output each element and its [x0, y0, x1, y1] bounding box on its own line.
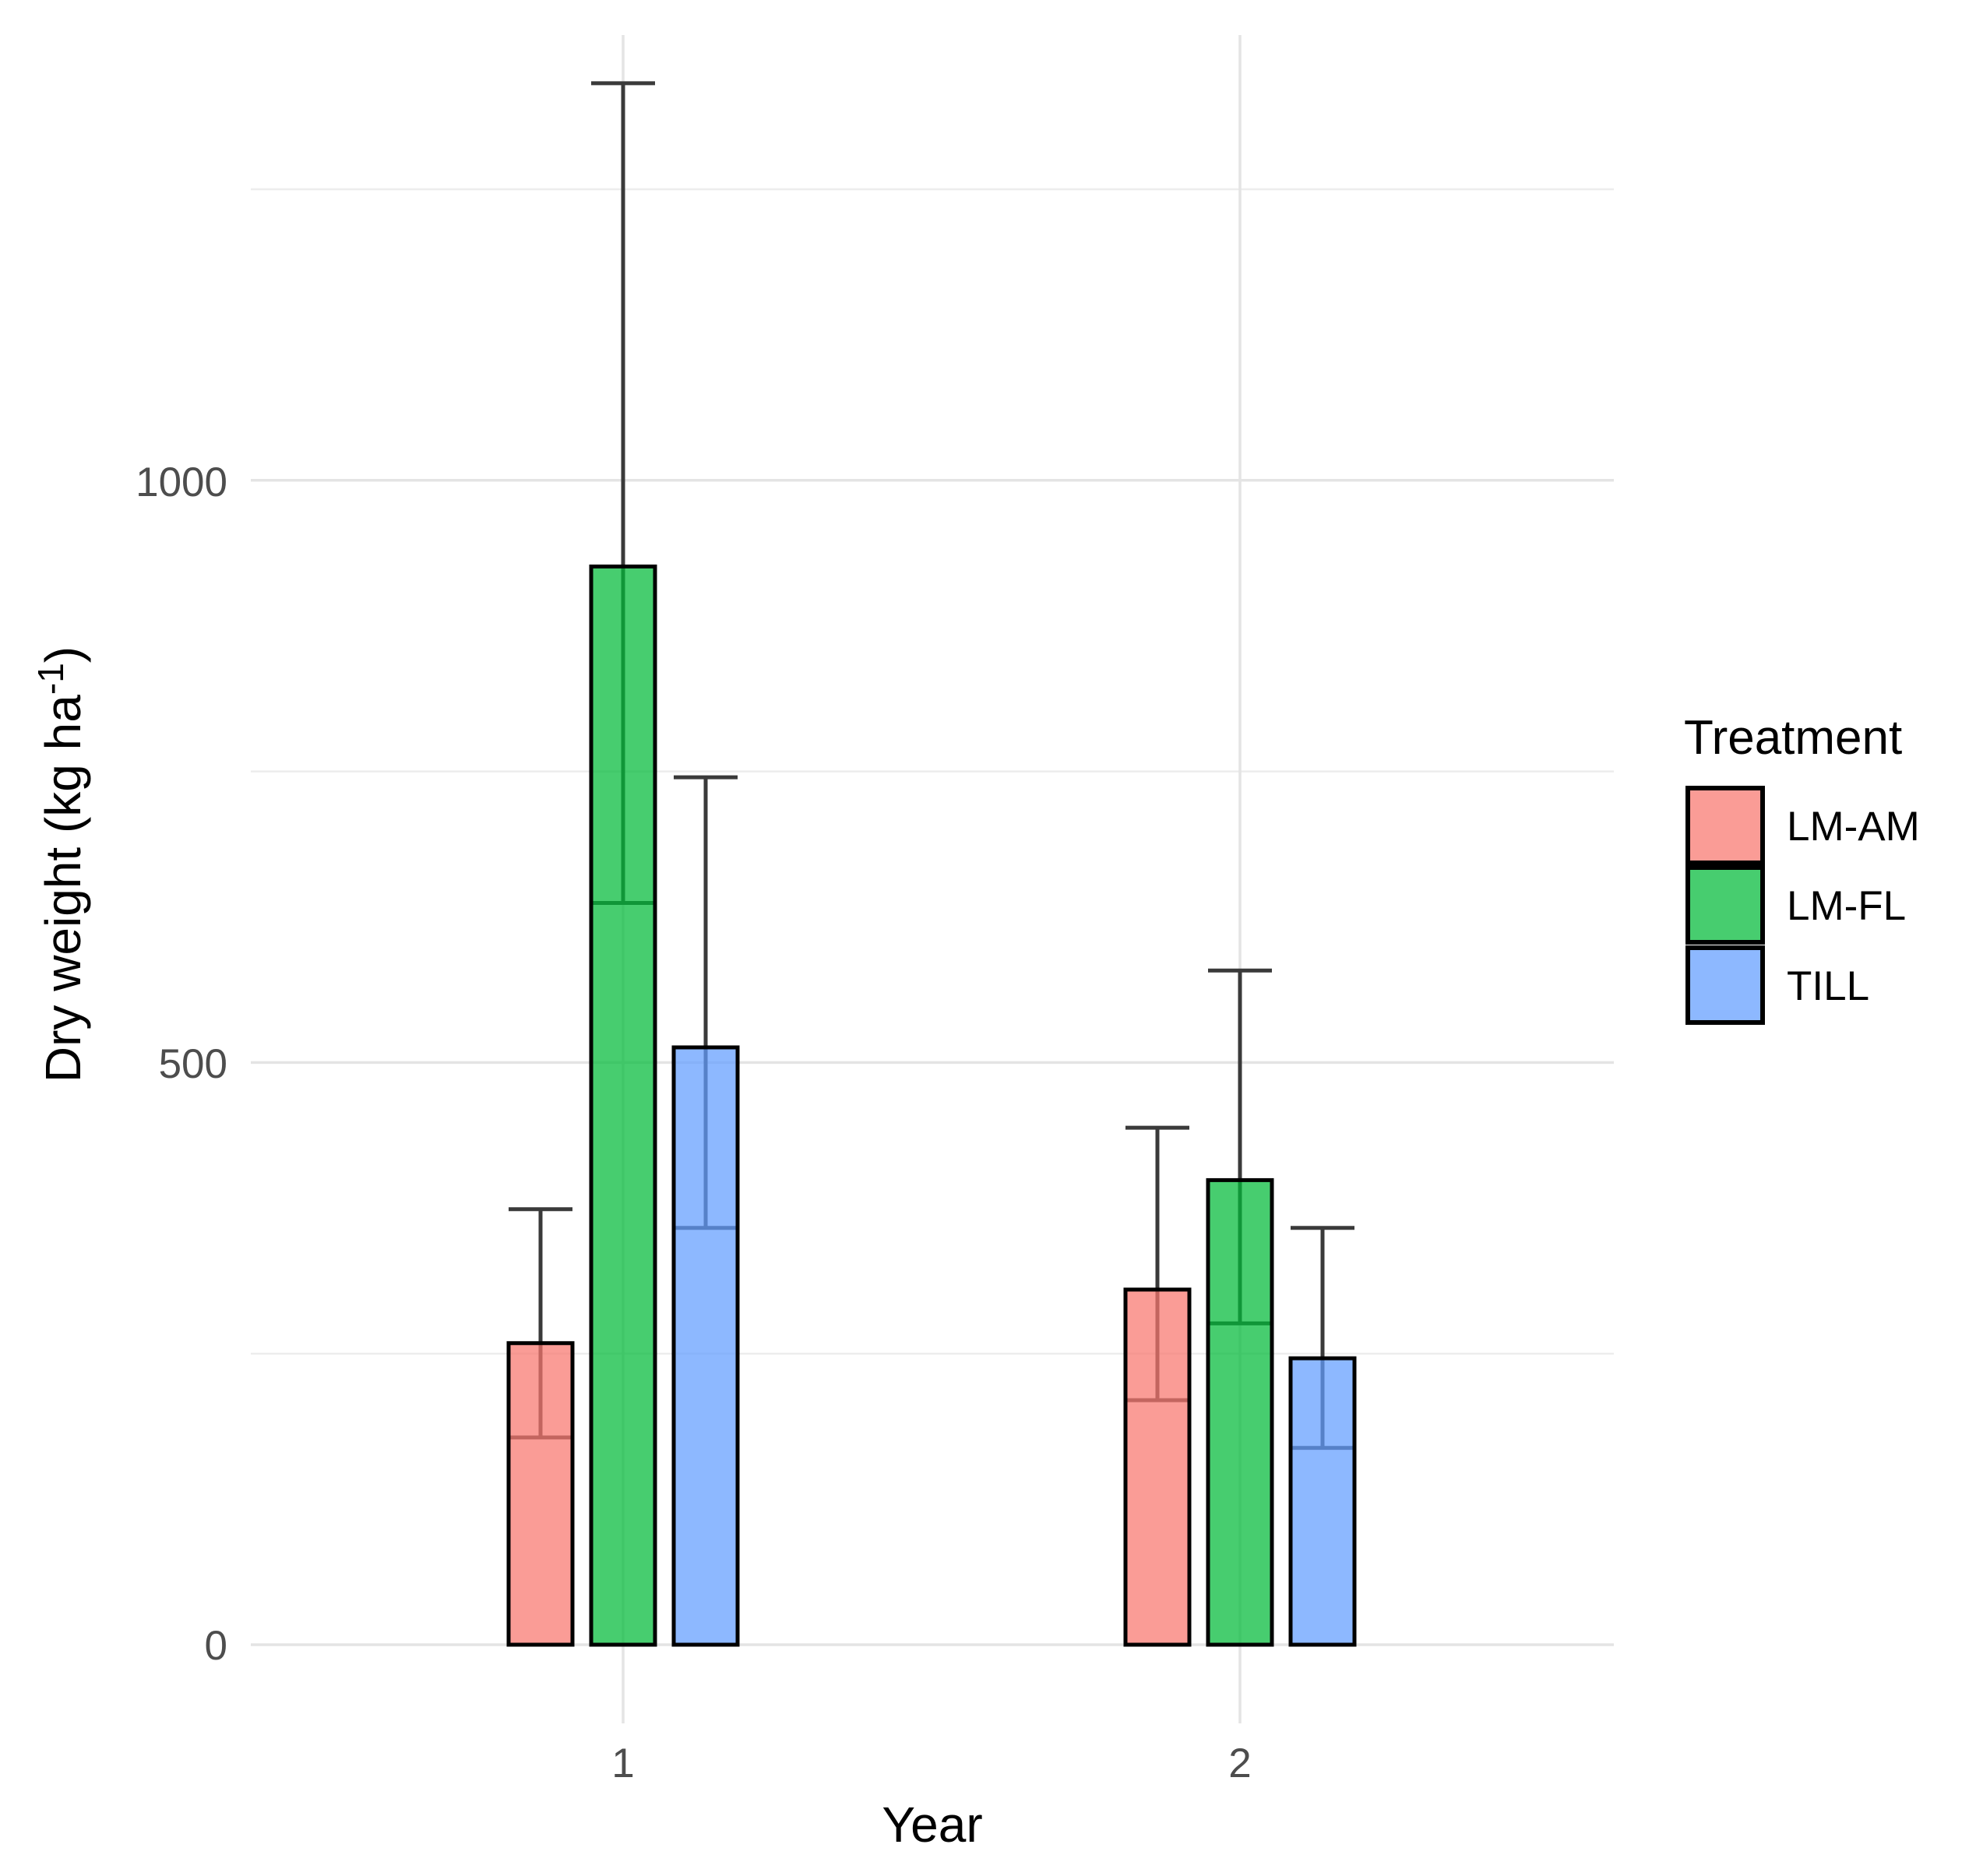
- y-axis-title-main: Dry weight (kg ha: [35, 695, 91, 1082]
- legend-key-lm-am: [1685, 786, 1765, 865]
- legend-label-lm-am: LM-AM: [1787, 804, 1920, 850]
- y-tick-label-0: 0: [205, 1623, 227, 1669]
- legend-key-till: [1685, 945, 1765, 1025]
- legend-key-lm-fl: [1685, 865, 1765, 945]
- x-axis-title: Year: [882, 1797, 982, 1853]
- gridlines-minor: [251, 188, 1614, 1355]
- legend: Treatment LM-AM LM-FL TILL: [1684, 711, 1920, 1025]
- gridlines-major: [251, 479, 1614, 1646]
- y-tick-label-500: 500: [159, 1041, 227, 1087]
- bar-TILL-year-2: [1288, 1356, 1357, 1647]
- bar-LM-FL-year-2: [1206, 1177, 1274, 1647]
- x-tick-label-year1: 1: [611, 1740, 634, 1786]
- legend-title: Treatment: [1684, 711, 1902, 765]
- y-axis-title-superscript: -1: [30, 663, 71, 695]
- y-axis-title: Dry weight (kg ha-1): [30, 646, 91, 1082]
- legend-label-till: TILL: [1787, 963, 1869, 1009]
- y-tick-label-1000: 1000: [136, 459, 227, 505]
- y-axis-title-close: ): [35, 646, 91, 663]
- legend-label-lm-fl: LM-FL: [1787, 883, 1906, 929]
- bar-LM-AM-year-1: [506, 1341, 575, 1647]
- bar-LM-AM-year-2: [1123, 1287, 1192, 1647]
- x-tick-label-year2: 2: [1228, 1740, 1251, 1786]
- bars-layer: [506, 564, 1357, 1647]
- bar-LM-FL-year-1: [589, 564, 657, 1647]
- bar-TILL-year-1: [671, 1045, 740, 1647]
